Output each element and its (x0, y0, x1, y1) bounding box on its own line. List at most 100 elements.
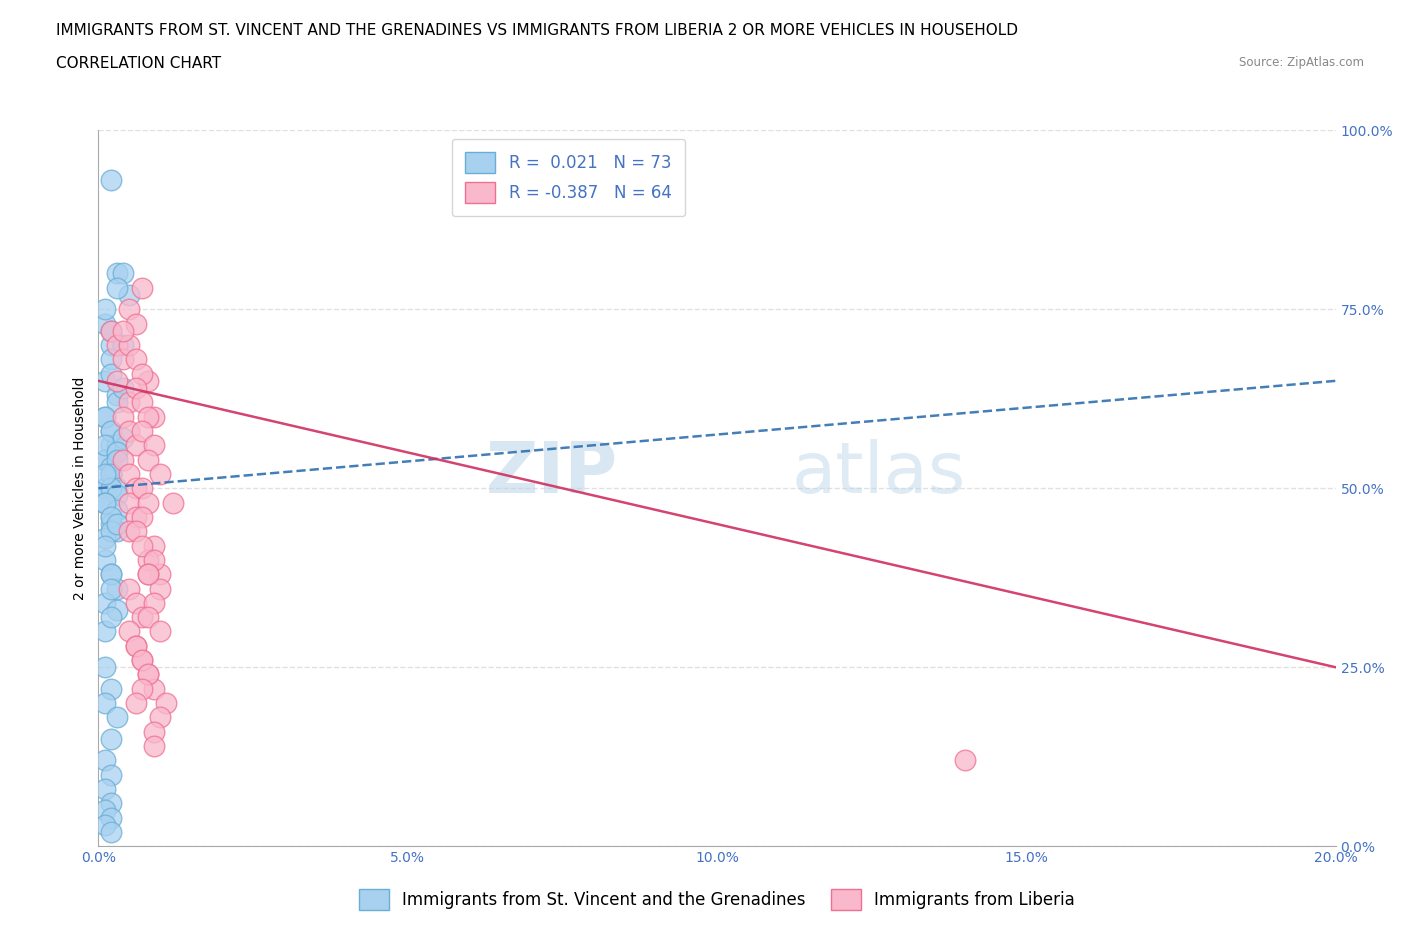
Point (93, 316, 115, 331)
Text: IMMIGRANTS FROM ST. VINCENT AND THE GRENADINES VS IMMIGRANTS FROM LIBERIA 2 OR M: IMMIGRANTS FROM ST. VINCENT AND THE GREN… (56, 23, 1018, 38)
Point (93, 696, 115, 711)
Point (105, 266, 128, 281)
Point (105, 438, 128, 453)
Text: CORRELATION CHART: CORRELATION CHART (56, 56, 221, 71)
Point (112, 409, 135, 424)
Point (118, 423, 141, 438)
Point (100, 324, 122, 339)
Point (124, 316, 146, 331)
Point (124, 510, 146, 525)
Point (93, 438, 115, 453)
Point (149, 581, 172, 596)
Point (105, 710, 128, 724)
Point (100, 731, 122, 746)
Point (93, 538, 115, 553)
Point (149, 710, 172, 724)
Point (93, 753, 115, 768)
Point (131, 538, 153, 553)
Text: Source: ZipAtlas.com: Source: ZipAtlas.com (1239, 56, 1364, 69)
Point (105, 395, 128, 410)
Point (105, 517, 128, 532)
Point (93, 301, 115, 316)
Point (93, 624, 115, 639)
Point (105, 338, 128, 352)
Point (93, 481, 115, 496)
Point (100, 524, 122, 538)
Point (124, 638, 146, 653)
Point (93, 481, 115, 496)
Point (100, 423, 122, 438)
Point (162, 495, 184, 510)
Point (149, 566, 172, 581)
Point (143, 438, 166, 453)
Point (112, 380, 135, 395)
Point (105, 445, 128, 460)
Point (100, 767, 122, 782)
Point (124, 380, 146, 395)
Point (149, 624, 172, 639)
Point (93, 452, 115, 467)
Point (112, 338, 135, 352)
Point (118, 581, 141, 596)
Point (143, 724, 166, 739)
Point (93, 804, 115, 818)
Point (118, 624, 141, 639)
Point (100, 517, 122, 532)
Point (93, 781, 115, 796)
Point (100, 459, 122, 474)
Point (93, 595, 115, 610)
Point (100, 682, 122, 697)
Point (100, 423, 122, 438)
Point (118, 395, 141, 410)
Point (93, 467, 115, 482)
Point (93, 660, 115, 675)
Y-axis label: 2 or more Vehicles in Household: 2 or more Vehicles in Household (73, 377, 87, 600)
Point (131, 280, 153, 295)
Point (131, 610, 153, 625)
Point (143, 682, 166, 697)
Point (136, 667, 159, 682)
Point (131, 653, 153, 668)
Point (105, 481, 128, 496)
Point (112, 324, 135, 339)
Point (136, 552, 159, 567)
Point (136, 409, 159, 424)
Point (143, 595, 166, 610)
Point (93, 495, 115, 510)
Point (118, 495, 141, 510)
Point (105, 488, 128, 503)
Point (118, 524, 141, 538)
Point (100, 467, 122, 482)
Point (131, 653, 153, 668)
Point (124, 352, 146, 366)
Point (143, 409, 166, 424)
Point (118, 301, 141, 316)
Point (131, 481, 153, 496)
Point (124, 481, 146, 496)
Point (100, 610, 122, 625)
Point (100, 825, 122, 840)
Point (100, 566, 122, 581)
Point (112, 452, 135, 467)
Point (155, 696, 177, 711)
Point (100, 366, 122, 381)
Point (105, 524, 128, 538)
Point (124, 696, 146, 711)
Text: ZIP: ZIP (486, 440, 619, 509)
Point (131, 510, 153, 525)
Point (105, 388, 128, 403)
Point (93, 409, 115, 424)
Point (136, 566, 159, 581)
Point (93, 374, 115, 389)
Point (112, 431, 135, 445)
Point (100, 510, 122, 525)
Point (100, 481, 122, 496)
Point (118, 287, 141, 302)
Point (105, 445, 128, 460)
Point (136, 495, 159, 510)
Point (100, 581, 122, 596)
Point (100, 566, 122, 581)
Point (124, 638, 146, 653)
Point (105, 581, 128, 596)
Point (131, 395, 153, 410)
